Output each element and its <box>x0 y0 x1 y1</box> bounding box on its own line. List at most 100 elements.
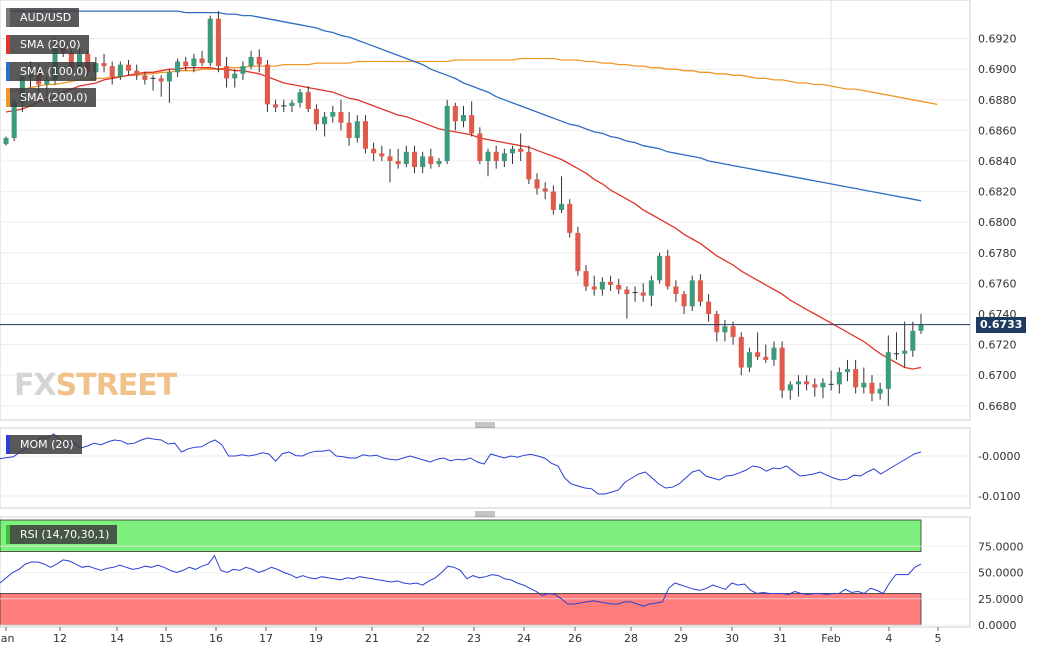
x-axis-tick-label: 16 <box>209 632 223 645</box>
candlestick <box>542 182 548 200</box>
candlestick <box>804 375 810 391</box>
candlestick <box>820 378 826 399</box>
candlestick <box>109 61 115 85</box>
candle-body <box>910 330 916 351</box>
momentum-pane[interactable]: -0.0000 -0.0100 <box>0 427 1020 509</box>
candlestick <box>297 89 303 108</box>
candlestick <box>428 148 434 169</box>
candlestick <box>322 112 328 137</box>
candle-body <box>379 153 385 157</box>
candlestick <box>583 265 589 292</box>
candlestick <box>215 11 221 73</box>
rsi-overbought-zone <box>0 519 922 552</box>
candle-body <box>583 271 589 287</box>
candle-body <box>730 326 736 337</box>
legend-sma100[interactable]: SMA (100,0) <box>6 62 96 81</box>
candlestick <box>910 321 916 357</box>
candle-body <box>853 369 859 388</box>
candle-body <box>902 350 908 354</box>
mom-axis-tick-label: -0.0000 <box>978 450 1020 463</box>
candlestick <box>346 112 352 146</box>
candle-body <box>689 280 695 307</box>
price-axis-tick-label: 0.6880 <box>978 94 1017 107</box>
candlestick <box>3 136 9 146</box>
legend-rsi[interactable]: RSI (14,70,30,1) <box>6 525 118 544</box>
candlestick <box>175 58 181 77</box>
candlestick <box>918 313 924 334</box>
candlestick <box>207 15 213 67</box>
candlestick <box>232 69 238 88</box>
candlestick <box>338 99 344 131</box>
candle-body <box>844 369 851 373</box>
rsi-line <box>0 554 922 607</box>
candlestick <box>477 127 483 165</box>
candle-body <box>648 280 654 296</box>
candlestick <box>640 283 646 302</box>
candle-body <box>681 294 687 307</box>
candlestick <box>126 60 132 76</box>
candlestick <box>787 381 793 400</box>
candle-body <box>44 79 50 85</box>
candlestick <box>469 101 475 137</box>
candle-body <box>575 232 581 272</box>
candle-body <box>199 58 205 64</box>
candlestick <box>738 332 744 376</box>
candle-body <box>322 116 328 125</box>
candlestick <box>869 375 875 402</box>
x-axis-tick-label: 14 <box>110 632 124 645</box>
candlestick <box>575 226 581 276</box>
rsi-pane[interactable]: 75.0000 50.0000 25.0000 0.0000 <box>0 516 1024 632</box>
candle-body <box>591 286 597 290</box>
rsi-axis-tick-label: 75.0000 <box>978 540 1024 553</box>
candlestick <box>509 145 516 165</box>
candle-body <box>215 18 221 67</box>
price-axis-tick-label: 0.6760 <box>978 277 1017 290</box>
price-axis-tick-label: 0.6840 <box>978 155 1017 168</box>
sma100-line <box>6 10 922 202</box>
candle-body <box>469 115 475 134</box>
candle-body <box>485 151 491 161</box>
candle-body <box>11 102 17 139</box>
rsi-axis-tick-label: 25.0000 <box>978 593 1024 606</box>
candlestick <box>93 56 99 80</box>
candle-body <box>256 56 262 65</box>
candle-body <box>93 63 99 73</box>
candlestick <box>305 86 311 113</box>
candlestick <box>746 347 752 373</box>
candlestick <box>722 320 728 342</box>
candlestick <box>436 157 442 168</box>
legend-pair[interactable]: AUD/USD <box>6 8 80 27</box>
candle-body <box>436 160 442 165</box>
candlestick <box>313 104 319 131</box>
x-axis-tick-label: 30 <box>725 632 739 645</box>
legend-sma200[interactable]: SMA (200,0) <box>6 88 96 107</box>
price-pane[interactable]: 0.6920 0.6900 0.6880 0.6860 0.6840 0.6820 0.68… <box>0 0 1017 517</box>
candlestick <box>444 99 450 165</box>
candle-body <box>722 326 728 333</box>
candle-body <box>697 280 703 302</box>
candlestick <box>665 249 671 290</box>
momentum-line <box>0 433 922 495</box>
candle-body <box>158 78 164 82</box>
legend-mom[interactable]: MOM (20) <box>6 435 82 454</box>
candlestick <box>681 291 687 314</box>
candlestick <box>624 286 630 319</box>
candle-body <box>738 336 744 368</box>
legend-sma20[interactable]: SMA (20,0) <box>6 35 89 54</box>
candlestick <box>836 367 842 394</box>
candle-body <box>665 255 671 287</box>
candle-body <box>297 92 303 103</box>
sma200-line <box>5 57 938 106</box>
candle-body <box>657 255 663 281</box>
candle-body <box>403 151 409 165</box>
candle-body <box>534 179 540 189</box>
candle-body <box>599 281 605 290</box>
x-axis-tick-label: 29 <box>674 632 688 645</box>
candlestick <box>240 61 246 80</box>
candle-body <box>191 58 197 67</box>
candlestick <box>795 375 801 397</box>
candlestick <box>142 72 148 85</box>
candle-body <box>812 384 818 388</box>
candle-body <box>608 281 614 285</box>
candle-body <box>509 148 516 154</box>
